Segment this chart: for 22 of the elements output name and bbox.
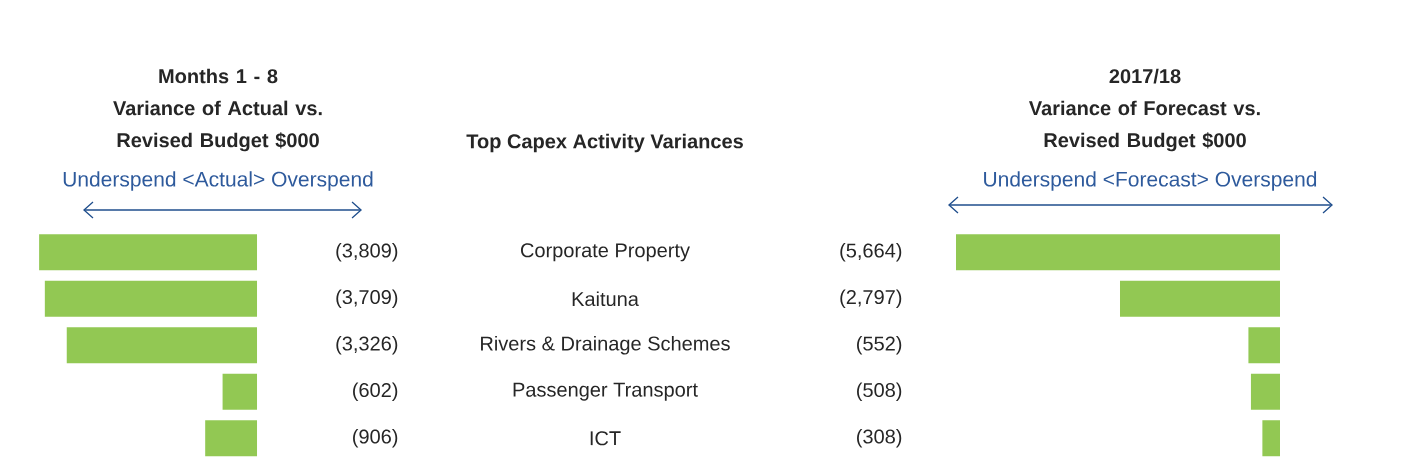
data-label: (308) — [857, 428, 902, 448]
data-label: (906) — [353, 428, 398, 448]
data-label: (2,797) — [840, 289, 902, 309]
y-tick-label: Corporate Property — [520, 243, 690, 262]
chart-subtitle: Variance of Forecast vs. Revised Budget $000 — [1028, 100, 1260, 152]
data-label: (552) — [857, 335, 902, 355]
data-label: (5,664) — [840, 242, 902, 262]
data-label: (602) — [353, 382, 398, 402]
chart-subtitle: Variance of Actual vs. Revised Budget $000 — [113, 100, 322, 152]
chart-title: Months 1 - 8 — [159, 68, 278, 84]
y-tick-label: Rivers & Drainage Schemes — [481, 335, 730, 355]
data-label: (508) — [857, 382, 902, 402]
data-label: (3,809) — [336, 242, 398, 262]
y-tick-label: ICT — [590, 431, 621, 446]
chart-title: 2017/18 — [1109, 68, 1181, 84]
text: Top Capex Activity Variances — [466, 133, 743, 153]
data-label: (3,709) — [336, 289, 398, 309]
y-tick-label: Kaituna — [572, 291, 639, 307]
data-label: (3,326) — [336, 335, 398, 355]
text: Underspend <Actual> Overspend — [63, 171, 373, 191]
y-tick-label: Passenger Transport — [513, 382, 698, 401]
text: Underspend <Forecast> Overspend — [984, 171, 1317, 191]
